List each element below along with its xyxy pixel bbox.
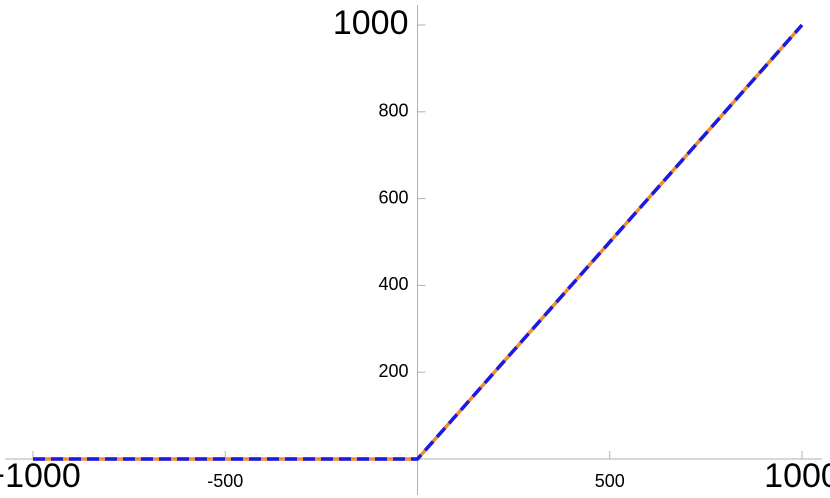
x-tick-label: 500: [595, 471, 625, 491]
y-tick-label: 200: [378, 361, 408, 381]
x-tick-label: 1000: [764, 457, 830, 495]
x-tick-label: −1000: [0, 457, 81, 495]
series-line: [33, 23, 804, 461]
y-tick-label: 800: [378, 101, 408, 121]
y-tick-label: 600: [378, 187, 408, 207]
y-tick-label: 1000: [333, 4, 409, 42]
x-tick-label: -500: [207, 471, 243, 491]
y-tick-label: 400: [378, 274, 408, 294]
